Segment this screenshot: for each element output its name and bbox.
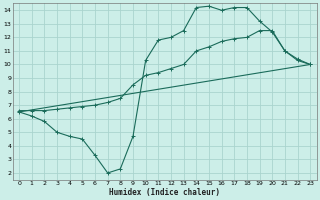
X-axis label: Humidex (Indice chaleur): Humidex (Indice chaleur) (109, 188, 220, 197)
